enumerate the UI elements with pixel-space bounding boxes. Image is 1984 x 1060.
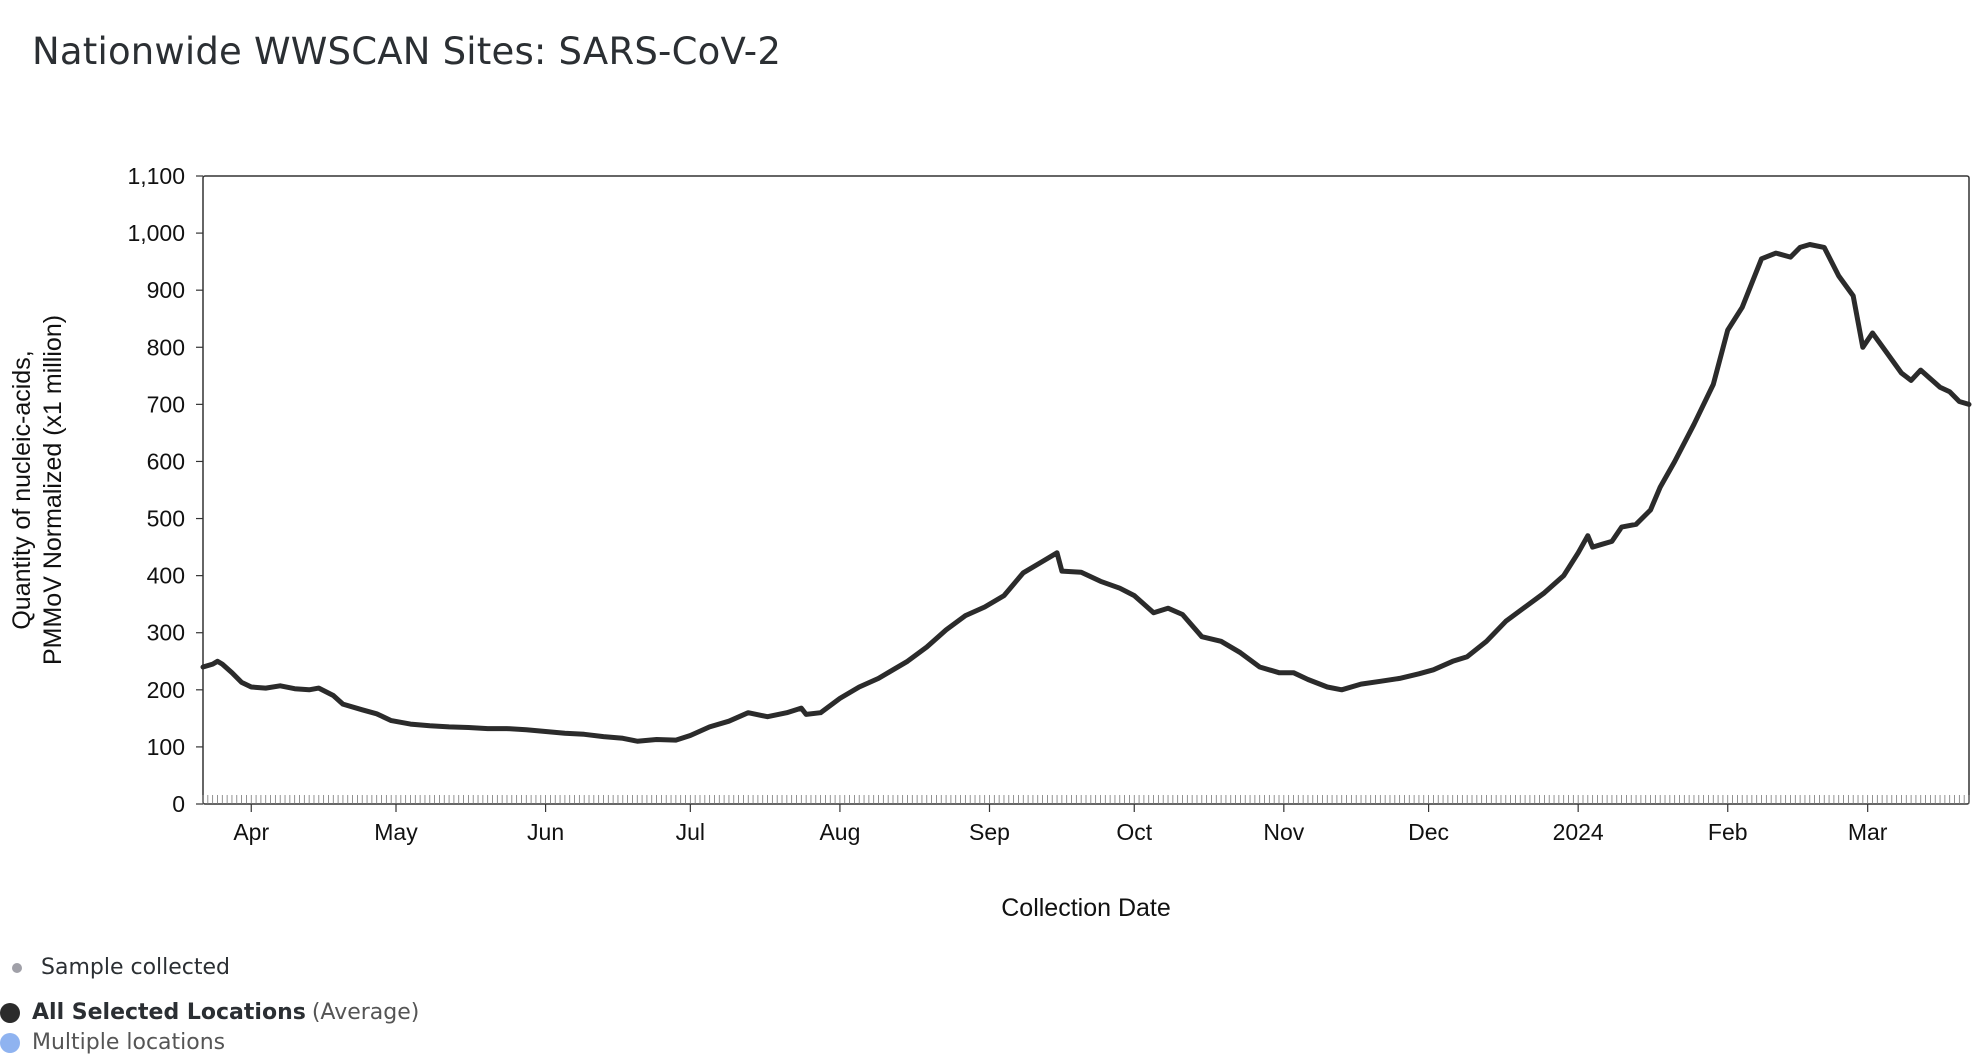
y-tick-label: 600 xyxy=(147,448,185,474)
y-tick-label: 500 xyxy=(147,506,185,532)
y-axis-title-line-2: PMMoV Normalized (x1 million) xyxy=(39,315,67,665)
legend-label-all-selected-locations: All Selected Locations xyxy=(32,1000,306,1025)
y-tick-label: 100 xyxy=(147,734,185,760)
blue-dot-icon xyxy=(0,1032,20,1053)
x-tick-label: Feb xyxy=(1708,819,1748,845)
series-layer xyxy=(200,242,1972,744)
y-tick-label: 1,000 xyxy=(127,220,185,246)
chart-title: Nationwide WWSCAN Sites: SARS-CoV-2 xyxy=(32,30,782,73)
small-dot-icon xyxy=(12,962,22,973)
y-tick-label: 0 xyxy=(172,791,185,817)
x-axis: Apr May Jun Jul Aug Sep Oct Nov Dec 2024 Feb Mar xyxy=(233,804,1888,845)
y-tick-label: 900 xyxy=(147,277,185,303)
legend-item-all-selected-locations[interactable]: All Selected Locations (Average) xyxy=(0,1000,419,1025)
x-tick-label: Sep xyxy=(969,819,1010,845)
x-tick-label: 2024 xyxy=(1553,819,1604,845)
x-tick-label: Jul xyxy=(676,819,705,845)
legend-label-multiple-locations: Multiple locations xyxy=(32,1030,226,1055)
line-chart: 0 100 200 300 400 500 600 700 800 900 1,000 1,100 A… xyxy=(8,163,1972,922)
dark-dot-icon xyxy=(0,1002,20,1023)
y-tick-label: 300 xyxy=(147,620,185,646)
x-axis-title: Collection Date xyxy=(1001,894,1171,922)
y-tick-label: 1,100 xyxy=(127,163,185,189)
x-minor-ticks xyxy=(202,795,1970,804)
x-tick-label: Jun xyxy=(527,819,564,845)
x-tick-label: Dec xyxy=(1408,819,1449,845)
x-tick-label: May xyxy=(374,819,418,845)
y-axis: 0 100 200 300 400 500 600 700 800 900 1,000 1,100 xyxy=(127,163,203,817)
x-tick-label: Apr xyxy=(233,819,269,845)
y-tick-label: 700 xyxy=(147,391,185,417)
legend-label-average: (Average) xyxy=(311,1000,420,1025)
y-axis-title-line-1: Quantity of nucleic-acids, xyxy=(8,350,36,629)
x-tick-label: Nov xyxy=(1263,819,1304,845)
y-tick-label: 200 xyxy=(147,677,185,703)
legend-item-multiple-locations[interactable]: Multiple locations xyxy=(0,1030,225,1055)
legend-label-sample-collected: Sample collected xyxy=(41,955,231,980)
x-tick-label: Aug xyxy=(819,819,860,845)
x-tick-label: Oct xyxy=(1116,819,1152,845)
legend-item-sample-collected: Sample collected xyxy=(12,955,230,980)
plot-area-frame xyxy=(202,175,1970,805)
series-line-all-selected-locations[interactable] xyxy=(200,242,1972,744)
y-tick-label: 800 xyxy=(147,334,185,360)
x-tick-label: Mar xyxy=(1848,819,1888,845)
y-tick-label: 400 xyxy=(147,563,185,589)
